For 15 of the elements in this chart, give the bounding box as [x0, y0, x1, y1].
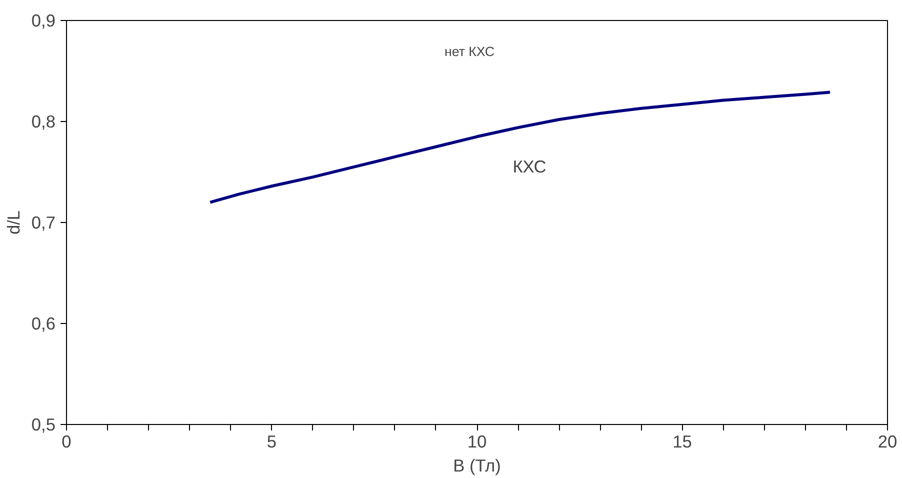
x-tick-label: 5 — [266, 432, 277, 452]
y-tick-label: 0,7 — [31, 212, 56, 232]
y-tick-label: 0,5 — [31, 414, 56, 434]
y-tick-label: 0,8 — [31, 112, 56, 132]
annotation: КХС — [512, 156, 546, 176]
y-axis-title: d/L — [3, 210, 24, 235]
line-series — [208, 90, 832, 204]
x-tick-label: 20 — [878, 432, 898, 452]
x-tick-label: 10 — [467, 432, 487, 452]
annotation: нет КХС — [444, 44, 495, 59]
x-axis-title: B (Тл) — [453, 456, 501, 476]
x-tick-label: 15 — [672, 432, 692, 452]
y-tick-label: 0,6 — [31, 314, 56, 334]
y-tick-label: 0,9 — [31, 10, 56, 30]
x-tick-label: 0 — [62, 432, 72, 452]
